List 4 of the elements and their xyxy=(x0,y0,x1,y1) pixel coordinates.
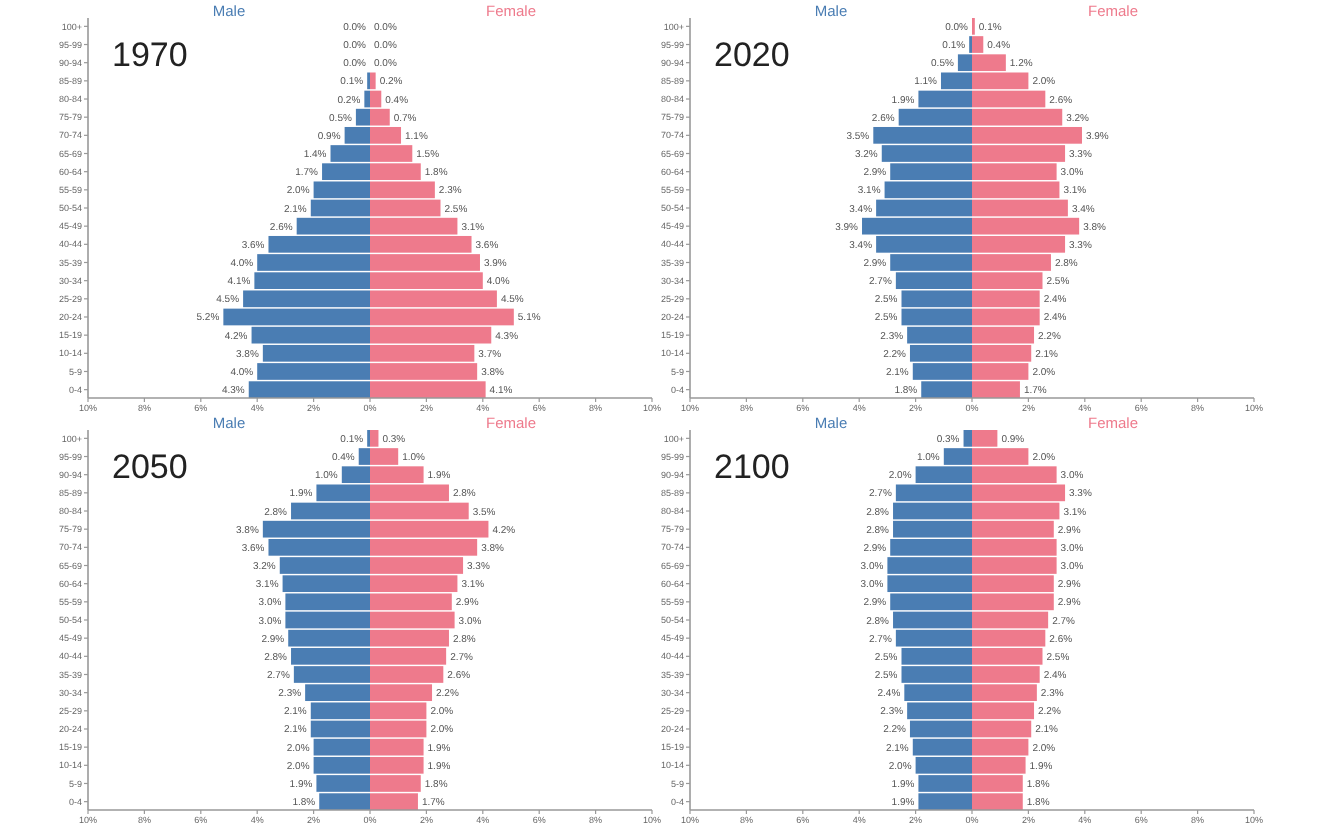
text: 2050 xyxy=(112,448,188,486)
text: 1970 xyxy=(112,36,188,74)
text: 2100 xyxy=(714,448,790,486)
text: 2020 xyxy=(714,36,790,74)
